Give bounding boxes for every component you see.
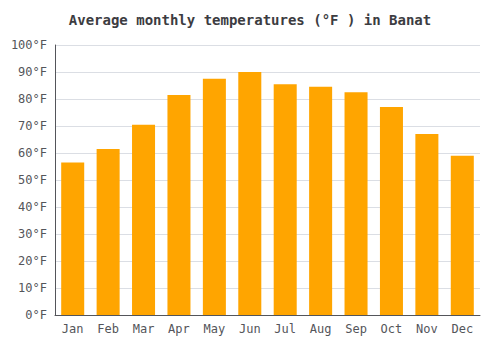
svg-text:80°F: 80°F	[18, 92, 47, 106]
svg-text:Nov: Nov	[416, 322, 438, 336]
svg-text:0°F: 0°F	[25, 308, 47, 322]
svg-text:40°F: 40°F	[18, 200, 47, 214]
svg-text:100°F: 100°F	[11, 38, 47, 52]
svg-text:Mar: Mar	[133, 322, 155, 336]
svg-text:Jun: Jun	[239, 322, 261, 336]
svg-text:Average monthly temperatures (: Average monthly temperatures (°F ) in Ba…	[69, 12, 431, 28]
svg-text:30°F: 30°F	[18, 227, 47, 241]
svg-text:Dec: Dec	[451, 322, 473, 336]
svg-text:Oct: Oct	[381, 322, 403, 336]
svg-text:10°F: 10°F	[18, 281, 47, 295]
svg-text:Jan: Jan	[62, 322, 84, 336]
svg-text:Jul: Jul	[274, 322, 296, 336]
svg-text:90°F: 90°F	[18, 65, 47, 79]
svg-text:Apr: Apr	[168, 322, 190, 336]
svg-text:60°F: 60°F	[18, 146, 47, 160]
svg-text:Aug: Aug	[310, 322, 332, 336]
svg-text:Sep: Sep	[345, 322, 367, 336]
svg-text:50°F: 50°F	[18, 173, 47, 187]
svg-text:Feb: Feb	[97, 322, 119, 336]
svg-text:20°F: 20°F	[18, 254, 47, 268]
svg-text:May: May	[204, 322, 226, 336]
svg-text:70°F: 70°F	[18, 119, 47, 133]
